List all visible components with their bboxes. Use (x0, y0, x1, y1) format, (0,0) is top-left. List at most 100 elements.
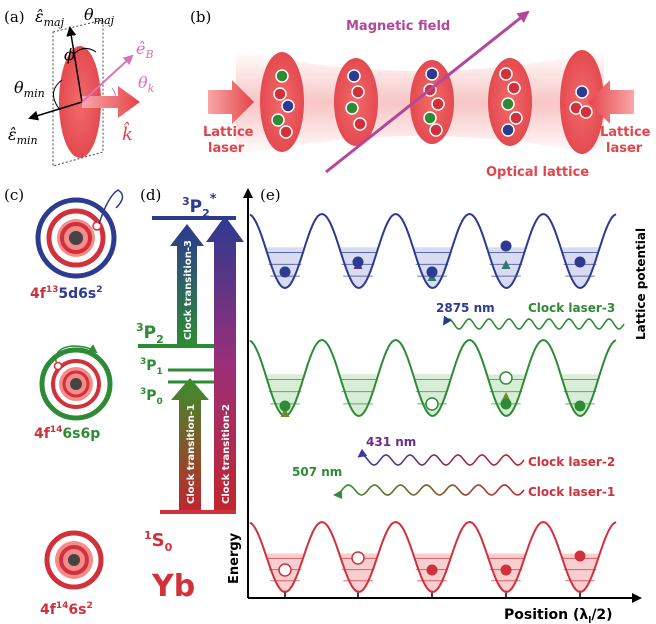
clock-laser-3-label: Clock laser-3 (528, 301, 615, 315)
theta-maj-arc (73, 48, 97, 55)
orbit-red-inner (60, 222, 92, 254)
wavelength-507-label: 507 nm (292, 465, 342, 479)
panel-e: (e) 2875 nm Clock laser-3 431 nm Clock l… (243, 186, 648, 624)
atom-green (501, 97, 515, 111)
clock-laser-3-wave (442, 315, 625, 330)
atom-red (499, 67, 513, 81)
atom-red (279, 125, 293, 139)
panel-label-c: (c) (4, 186, 24, 204)
nucleus (70, 378, 82, 390)
atom-red (429, 123, 443, 137)
trapped-atom (574, 400, 586, 412)
atom-4f14-6s2 (44, 530, 104, 590)
trapped-atom (500, 398, 512, 410)
atom-blue (281, 99, 295, 113)
config-mid: 4f146s6p (34, 425, 100, 442)
trapped-atom (500, 240, 512, 252)
k-vector-arrow (82, 86, 140, 118)
atom-blue (575, 85, 589, 99)
trapped-atom-hole (351, 551, 365, 565)
magnetic-field-label: Magnetic field (346, 19, 450, 34)
trapped-atom (279, 266, 291, 278)
clock-transition-1-arrow (171, 378, 209, 510)
theta-k-label: θk (138, 73, 155, 95)
lattice-site-5 (560, 50, 604, 154)
clock-transition-2-label: Clock transition-2 (221, 404, 232, 504)
trapped-atom (500, 564, 512, 576)
trapped-atom (352, 256, 364, 268)
orbit-red-outer (51, 359, 101, 409)
atom-4f14-6s6p (39, 344, 113, 421)
magnetic-field-arrow (325, 10, 530, 174)
config-bot: 4f146s2 (40, 601, 93, 618)
atom-blue (425, 67, 439, 81)
nucleus (68, 554, 80, 566)
trapped-atom-hole (499, 371, 513, 385)
lattice-site-2 (334, 58, 378, 146)
atom-4f13-5d6s2 (35, 189, 124, 279)
orbit-red-inner (59, 545, 89, 575)
lattice-laser-arrow-right (588, 80, 634, 124)
trapped-atom (574, 256, 586, 268)
element-label: Yb (151, 569, 195, 604)
label-1s0: 1S0 (144, 529, 173, 554)
trapped-atom (574, 550, 586, 562)
orbit-red-outer (44, 530, 104, 590)
panel-a: (a) ε̂maj θmaj ϕ θmin ε̂min êB θk k̂ (4, 5, 155, 167)
atom-green (423, 111, 437, 125)
theta-maj-label: θmaj (84, 5, 115, 27)
lattice-laser-right-line1: Lattice (600, 125, 651, 140)
trapped-atom (279, 400, 291, 412)
clock-transition-3-arrow (170, 224, 204, 344)
lattice-potential-label: Lattice potential (634, 228, 648, 340)
panel-label-a: (a) (4, 8, 25, 26)
lattice-sites (260, 50, 604, 154)
atom-green (345, 101, 359, 115)
panel-label-e: (e) (260, 186, 281, 204)
atom-blue (347, 69, 361, 83)
wavelength-431-label: 431 nm (366, 435, 416, 449)
clock-laser-2-wave (357, 448, 525, 466)
energy-axis-label: Energy (227, 532, 242, 584)
atom-blue (501, 123, 515, 137)
lattice-laser-right-line2: laser (606, 141, 643, 156)
trapped-atom-hole (425, 397, 439, 411)
optical-lattice-label: Optical lattice (486, 165, 589, 180)
eps-min-label: ε̂min (8, 125, 38, 147)
well-fill-ground (554, 553, 606, 592)
eps-maj-axis (66, 26, 83, 103)
eps-min-axis (28, 101, 83, 121)
label-3p0: 3P0 (140, 387, 163, 407)
electron-jump-arrow (55, 344, 98, 363)
trapped-atom (426, 564, 438, 576)
atom-red (351, 85, 365, 99)
atom-red (431, 97, 445, 111)
atom-green (271, 113, 285, 127)
config-top: 4f135d6s2 (30, 285, 102, 302)
well-fill-ground (332, 553, 384, 592)
potential-curve-excited-3p (249, 338, 617, 418)
polarization-plane (52, 19, 104, 167)
trapped-atom (426, 266, 438, 278)
lattice-atoms (278, 240, 586, 577)
nucleus (69, 231, 83, 245)
clock-laser-2-label: Clock laser-2 (528, 455, 615, 469)
phi-label: ϕ (64, 45, 75, 64)
well-fill-excited-3p (259, 374, 311, 416)
label-3p2-star: 3P2* (182, 192, 217, 220)
outer-orbit-green (39, 347, 113, 421)
clock-transition-3-label: Clock transition-3 (183, 240, 194, 340)
eps-maj-label: ε̂maj (35, 7, 65, 29)
clock-transition-2-arrow (206, 216, 244, 510)
lattice-laser-arrow-left (208, 80, 254, 124)
wavelength-2875-label: 2875 nm (436, 301, 495, 315)
panel-c: (c) 4f135d6s2 4f146s6p (4, 186, 124, 618)
atom-red (273, 87, 287, 101)
k-hat-label: k̂ (122, 120, 133, 145)
atom-red (507, 81, 521, 95)
panel-b: (b) Magnetic field Lattice laser Lattice… (190, 8, 651, 180)
lattice-site-1 (260, 52, 304, 152)
atom-red (579, 105, 593, 119)
panel-d: (d) Clock transition-1 Clock transition-… (136, 186, 244, 604)
